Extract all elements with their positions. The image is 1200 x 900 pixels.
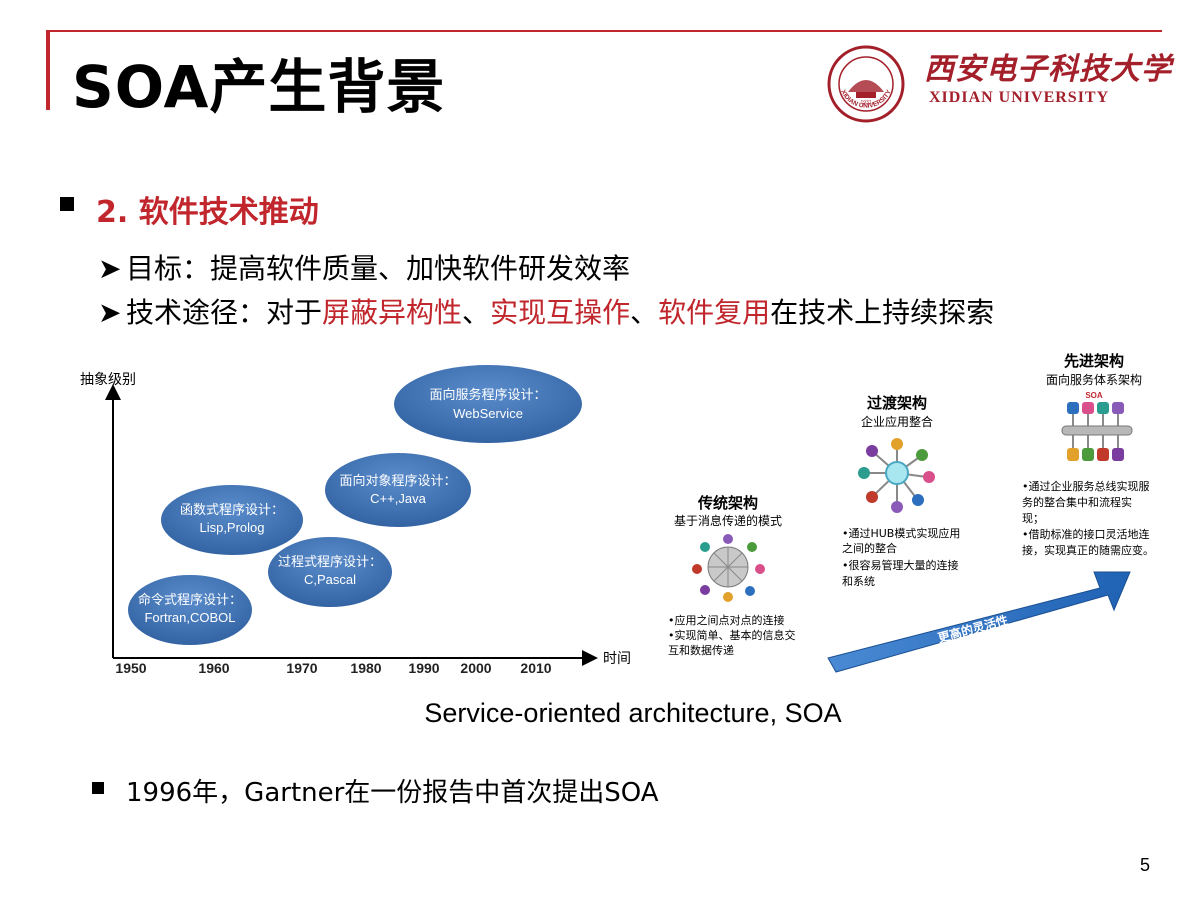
stage-note: 之间的整合 xyxy=(842,541,897,555)
stage-note: •通过企业服务总线实现服 xyxy=(1022,479,1150,493)
stage-title: 先进架构 xyxy=(1064,352,1124,370)
stage-note: •应用之间点对点的连接 xyxy=(668,613,785,627)
approach-highlight: 实现互操作 xyxy=(490,296,631,329)
procedural-paradigm-ellipse xyxy=(266,535,394,609)
ellipse-line1: 函数式程序设计： xyxy=(180,503,284,518)
header-accent-bar xyxy=(46,30,50,110)
bullet-square-icon xyxy=(60,197,74,211)
ellipse-line1: 面向服务程序设计： xyxy=(429,387,546,403)
x-tick-label: 2010 xyxy=(520,660,551,676)
functional-paradigm-ellipse xyxy=(159,483,305,557)
page-number: 5 xyxy=(1140,855,1151,875)
figure-caption: Service-oriented architecture, SOA xyxy=(424,698,842,728)
x-tick-label: 1950 xyxy=(115,660,146,676)
header-rule xyxy=(50,30,1162,32)
approach-label: 技术途径： xyxy=(126,296,267,329)
ellipse-line2: Lisp,Prolog xyxy=(199,520,264,535)
x-tick-label: 1980 xyxy=(350,660,381,676)
stage-note: 务的整合集中和流程实 xyxy=(1022,495,1132,509)
ellipse-line1: 过程式程序设计： xyxy=(278,555,382,570)
hub-network-icon xyxy=(858,438,935,513)
ellipse-line2: C,Pascal xyxy=(304,572,356,587)
transitional-architecture: 过渡架构 企业应用整合 xyxy=(842,394,960,588)
stage-subtitle: 面向服务体系架构 xyxy=(1046,372,1142,387)
slide-title: SOA产生背景 xyxy=(72,53,446,121)
approach-segment: 在技术上持续探索 xyxy=(770,296,995,329)
service-bus-icon: SOA xyxy=(1061,391,1133,461)
x-tick-label: 1960 xyxy=(198,660,229,676)
bullet-square-icon xyxy=(92,782,104,794)
university-name-cn: 西安电子科技大学 xyxy=(924,52,1172,87)
approach-segment: 、 xyxy=(630,296,659,329)
stage-title: 过渡架构 xyxy=(867,394,927,412)
bottom-note: 1996年，Gartner在一份报告中首次提出SOA xyxy=(126,778,659,808)
soa-badge: SOA xyxy=(1085,391,1103,400)
x-tick-label: 1990 xyxy=(408,660,439,676)
arrowhead-bullet-icon: ➤ xyxy=(98,252,122,285)
approach-segment: 对于 xyxy=(266,296,323,329)
stage-note: •借助标准的接口灵活地连 xyxy=(1022,527,1150,541)
architecture-evolution-diagram: 更高的灵活性 传统架构 基于消息传递的模式 xyxy=(668,352,1154,673)
sub-point-approach: ➤ 技术途径：对于屏蔽异构性、实现互操作、软件复用在技术上持续探索 xyxy=(98,291,994,331)
x-tick-label: 1970 xyxy=(286,660,317,676)
seal-year: 1931 xyxy=(860,100,871,106)
flexibility-arrow xyxy=(827,571,1131,673)
goal-label: 目标： xyxy=(126,252,211,285)
x-tick-label: 2000 xyxy=(460,660,491,676)
sub-point-goal: ➤ 目标：提高软件质量、加快软件研发效率 xyxy=(98,247,630,287)
stage-note: •实现简单、基本的信息交 xyxy=(668,628,796,642)
ellipse-line2: WebService xyxy=(453,406,523,421)
traditional-architecture: 传统架构 基于消息传递的模式 •应用之间点对 xyxy=(668,494,796,657)
stage-note: •通过HUB模式实现应用 xyxy=(842,526,960,540)
service-oriented-paradigm-ellipse xyxy=(392,363,584,445)
approach-highlight: 软件复用 xyxy=(658,296,771,329)
y-axis-label: 抽象级别 xyxy=(80,372,136,388)
stage-note: 和系统 xyxy=(842,575,875,588)
stage-note: 接，实现真正的随需应变。 xyxy=(1022,543,1154,557)
university-seal-icon: XIDIAN UNIVERSITY 1931 xyxy=(827,45,905,123)
arrow-label: 更高的灵活性 xyxy=(936,612,1009,645)
approach-segment: 、 xyxy=(462,296,491,329)
stage-title: 传统架构 xyxy=(697,494,758,512)
stage-note: •很容易管理大量的连接 xyxy=(842,558,959,572)
soa-evolution-figure: 抽象级别 时间 1950 1960 1970 1980 1990 2000 20… xyxy=(80,352,1154,676)
abstraction-timeline-chart: 抽象级别 时间 1950 1960 1970 1980 1990 2000 20… xyxy=(80,363,631,676)
ellipse-line1: 命令式程序设计： xyxy=(138,592,242,608)
stage-note: 互和数据传递 xyxy=(668,643,734,657)
ellipse-line2: C++,Java xyxy=(370,491,426,506)
ellipse-line2: Fortran,COBOL xyxy=(144,610,235,625)
object-oriented-paradigm-ellipse xyxy=(323,451,473,529)
advanced-architecture: 先进架构 面向服务体系架构 SOA xyxy=(1022,352,1154,557)
university-name-en: XIDIAN UNIVERSITY xyxy=(929,89,1110,106)
stage-note: 现； xyxy=(1022,512,1044,525)
mesh-network-icon xyxy=(692,534,765,602)
goal-text: 提高软件质量、加快软件研发效率 xyxy=(210,252,631,285)
ellipse-line1: 面向对象程序设计： xyxy=(339,473,456,489)
section-heading: 2. 软件技术推动 xyxy=(96,195,319,230)
approach-highlight: 屏蔽异构性 xyxy=(322,296,463,329)
arrowhead-bullet-icon: ➤ xyxy=(98,296,122,329)
x-axis-label: 时间 xyxy=(603,651,631,667)
stage-subtitle: 企业应用整合 xyxy=(861,414,933,429)
stage-subtitle: 基于消息传递的模式 xyxy=(674,513,782,528)
imperative-paradigm-ellipse xyxy=(126,573,254,647)
